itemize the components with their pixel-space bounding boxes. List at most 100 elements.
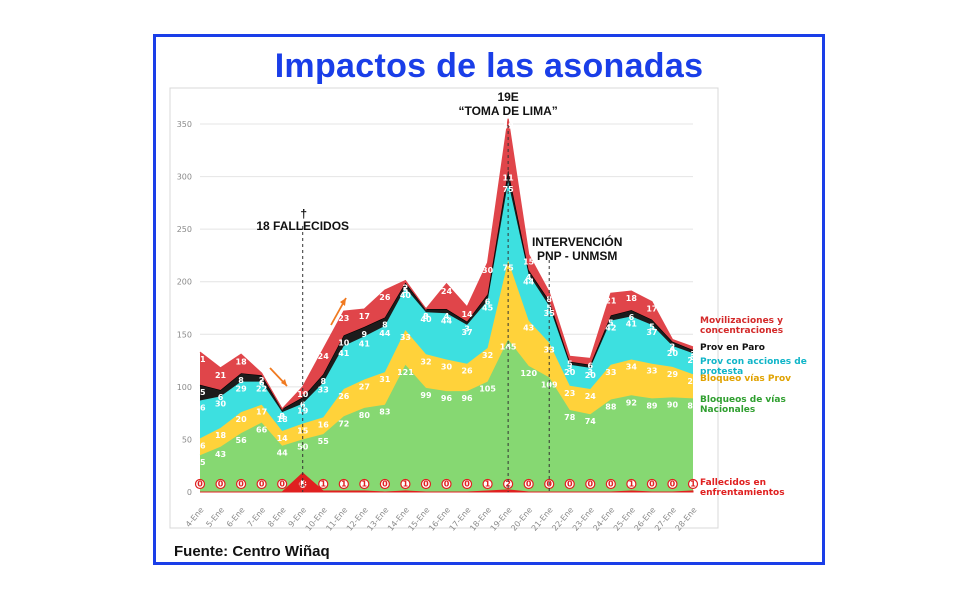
data-label: 4: [526, 273, 532, 282]
fallecidos-marker: [194, 478, 206, 490]
y-tick-label: 300: [177, 173, 192, 182]
data-label: 21: [215, 371, 227, 380]
data-label: 35: [194, 458, 206, 467]
data-label: 6: [629, 313, 635, 322]
data-label: 3: [690, 353, 696, 362]
fallecidos-marker: [400, 478, 411, 490]
data-label: 0: [423, 480, 429, 489]
data-label: 20: [667, 349, 679, 358]
data-label: 1: [629, 480, 635, 489]
data-label: 9: [362, 330, 368, 339]
data-label: 6: [300, 400, 306, 409]
source-caption: Fuente: Centro Wiñaq: [174, 543, 330, 560]
fallecidos-marker: [277, 478, 288, 490]
data-label: 75: [503, 185, 515, 194]
data-label: 2: [505, 480, 511, 489]
data-label: 0: [423, 312, 429, 321]
annotation-toma-de-lima: “TOMA DE LIMA”: [458, 104, 557, 118]
data-label: 55: [318, 437, 330, 446]
fallecidos-marker: [605, 478, 616, 490]
data-label: 10: [338, 338, 350, 347]
data-label: 33: [400, 333, 411, 342]
data-label: 44: [277, 449, 289, 458]
data-label: 30: [215, 399, 227, 408]
data-label: 45: [482, 304, 494, 313]
data-label: 3: [423, 312, 429, 321]
data-label: 5: [403, 286, 409, 295]
data-label: 3: [464, 325, 470, 334]
fallecidos-marker: [215, 478, 226, 490]
data-label: 0: [279, 480, 285, 489]
data-label: 0: [382, 480, 388, 489]
data-label: 99: [420, 391, 432, 400]
data-label: 66: [256, 426, 268, 435]
fallecidos-marker: [379, 478, 390, 490]
data-label: 19: [297, 407, 309, 416]
data-label: 8: [546, 295, 552, 304]
data-label: 8: [382, 320, 388, 329]
data-label: 23: [564, 389, 575, 398]
fallecidos-marker: [359, 478, 370, 490]
y-tick-label: 150: [177, 330, 192, 339]
legend-item: Bloqueo vías Prov: [700, 374, 791, 384]
y-tick-label: 200: [177, 278, 192, 287]
data-label: 24: [318, 352, 330, 361]
data-label: 5: [608, 318, 614, 327]
data-label: 4: [670, 345, 676, 354]
data-label: 30: [441, 363, 453, 372]
data-label: 35: [544, 309, 556, 318]
data-label: 20: [687, 356, 699, 365]
data-label: 74: [585, 417, 597, 426]
data-label: 34: [626, 363, 638, 372]
data-label: 44: [379, 329, 391, 338]
data-label: 0: [526, 480, 532, 489]
data-label: 23: [687, 377, 698, 386]
data-label: 17: [256, 408, 267, 417]
data-label: 90: [667, 400, 679, 409]
data-label: 80: [359, 411, 371, 420]
data-label: 3: [567, 365, 573, 374]
data-label: 6: [218, 393, 224, 402]
data-label: 8: [238, 376, 244, 385]
data-label: 32: [482, 351, 493, 360]
fallecidos-marker: [461, 478, 473, 490]
data-label: 83: [379, 408, 390, 417]
area-bloqueo-v-as-prov: [200, 260, 693, 456]
annotation-pnp-unmsm: PNP - UNMSM: [537, 249, 617, 263]
data-label: 0: [608, 480, 614, 489]
data-label: 1: [341, 480, 347, 489]
data-label: 14: [461, 310, 473, 319]
data-label: 105: [479, 385, 496, 394]
data-label: 23: [338, 314, 349, 323]
data-label: 0: [197, 480, 203, 489]
data-label: 6: [259, 378, 265, 387]
data-label: 78: [564, 413, 576, 422]
data-label: 24: [585, 392, 597, 401]
data-label: 26: [338, 392, 350, 401]
data-label: 20: [236, 415, 248, 424]
data-label: 15: [194, 388, 206, 397]
data-label: 40: [400, 291, 412, 300]
legend-item: Fallecidos en: [700, 478, 766, 488]
data-label: 20: [585, 371, 597, 380]
data-label: 96: [441, 394, 453, 403]
data-label: 31: [194, 355, 206, 364]
data-label: 32: [420, 357, 431, 366]
data-label: 18: [215, 431, 227, 440]
annotation-18-fallecidos: 18 FALLECIDOS: [256, 219, 349, 233]
data-label: 121: [397, 368, 414, 377]
fallecidos-marker: [338, 478, 349, 490]
data-label: 2: [403, 284, 409, 293]
data-label: 89: [687, 401, 699, 410]
data-label: 2: [259, 376, 265, 385]
fallecidos-marker: [523, 478, 534, 490]
data-label: 6: [485, 297, 491, 306]
legend-item: Bloqueos de vías: [700, 395, 786, 405]
data-label: 41: [626, 319, 638, 328]
data-label: 29: [236, 385, 248, 394]
legend-item: Prov con acciones de: [700, 357, 807, 367]
legend-item: enfrentamientos: [700, 488, 785, 498]
data-label: 0: [238, 480, 244, 489]
data-label: 21: [605, 296, 617, 305]
